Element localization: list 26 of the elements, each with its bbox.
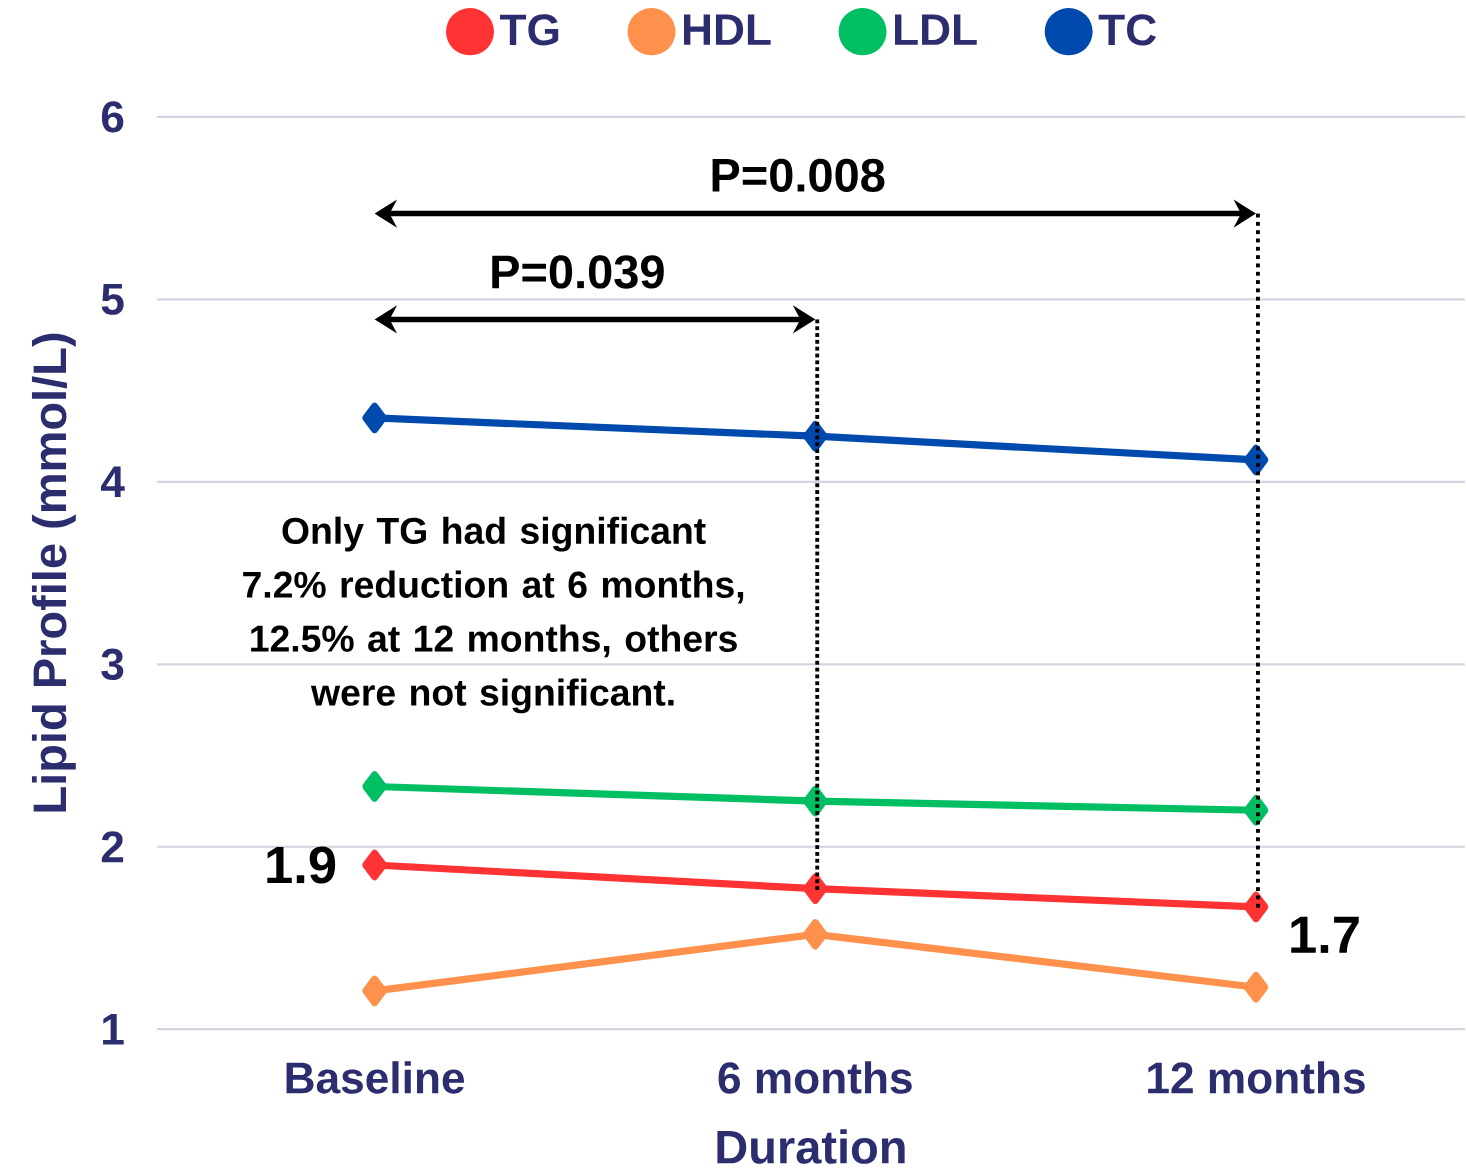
legend-label: HDL <box>683 14 771 45</box>
y-axis-title: Lipid Profile (mmol/L) <box>31 333 76 812</box>
y-tick-label: 1 <box>103 1013 124 1045</box>
point <box>362 975 387 1007</box>
annotation: P=0.039 <box>492 255 664 289</box>
legend-label: LDL <box>895 14 977 45</box>
y-tick-label: 4 <box>100 466 125 498</box>
point <box>362 402 387 434</box>
y-tick-label: 3 <box>101 648 124 680</box>
point <box>362 849 387 881</box>
y-tick-label: 2 <box>101 831 124 863</box>
y-tick-label: 6 <box>101 101 124 133</box>
point <box>802 919 828 950</box>
point <box>1243 972 1269 1003</box>
x-tick-label: 6 months <box>718 1061 912 1094</box>
x-tick-label: 12 months <box>1148 1061 1365 1094</box>
legend-label: TG <box>499 14 559 46</box>
x-tick-label: Baseline <box>286 1061 465 1094</box>
annotation: P=0.008 <box>712 158 885 192</box>
data-label: 1.9 <box>267 846 336 884</box>
data-label: 1.7 <box>1291 916 1359 953</box>
legend-label: TC <box>1098 14 1156 46</box>
annotation: Only TG had significant 7.2% reduction at 6 months, 12.5% at 12 months, others were not significant. <box>243 516 744 714</box>
y-tick-label: 5 <box>101 283 124 315</box>
point <box>362 771 387 802</box>
x-axis-title: Duration <box>717 1129 905 1164</box>
